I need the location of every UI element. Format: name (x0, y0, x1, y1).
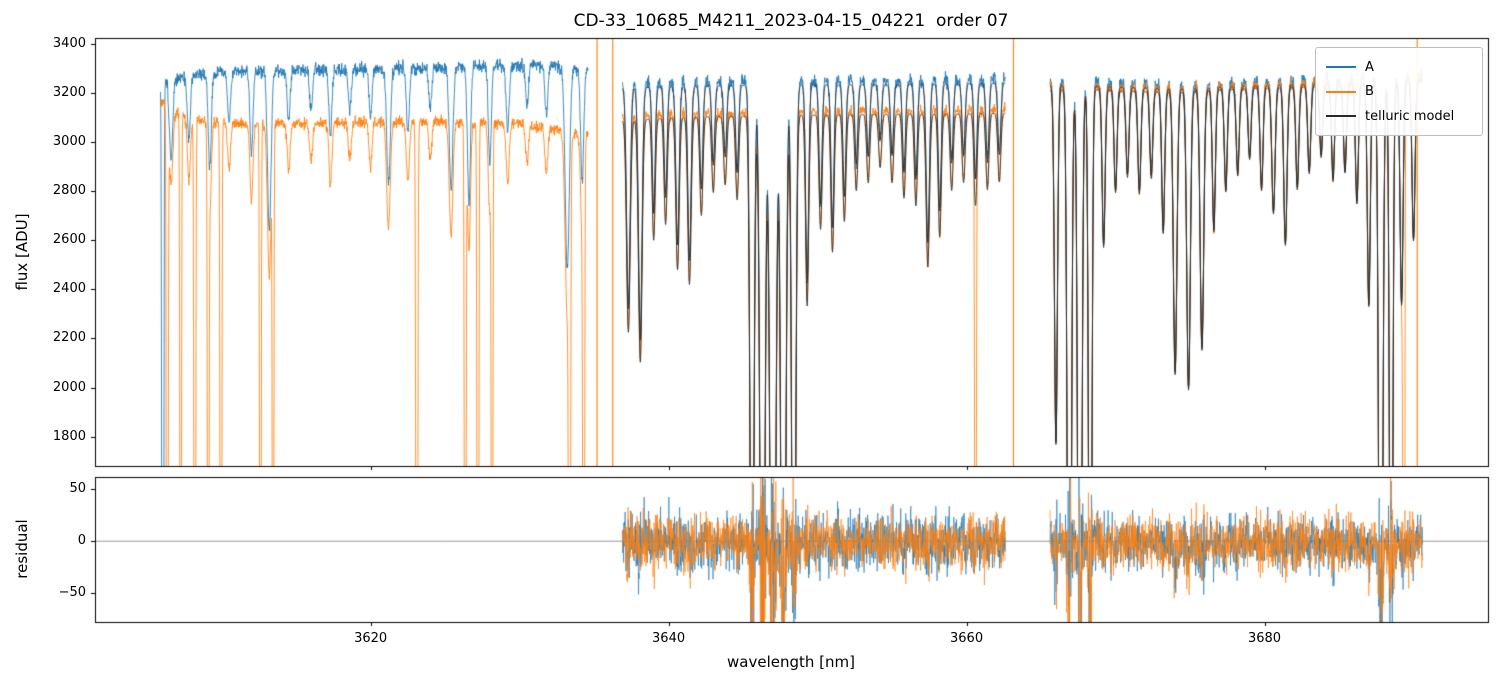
flux-tick-label: 3000 (52, 134, 86, 150)
x-tick-label: 3660 (950, 631, 984, 646)
legend-label-a: A (1365, 59, 1374, 75)
flux-tick-label: 2200 (52, 330, 86, 346)
flux-axis-label: flux [ADU] (13, 213, 31, 291)
flux-tick-label: 2600 (52, 232, 86, 248)
plot-title: CD-33_10685_M4211_2023-04-15_04221 order… (573, 11, 1009, 31)
residual-tick-label: 50 (69, 481, 86, 497)
legend-entry-a: A (1326, 60, 1472, 75)
legend-line-telluric-icon (1326, 115, 1356, 117)
legend-label-b: B (1365, 84, 1374, 99)
legend-line-a-icon (1326, 66, 1356, 68)
legend: A B telluric model (1315, 47, 1483, 136)
flux-tick-label: 2000 (52, 379, 86, 395)
x-tick-label: 3620 (354, 631, 388, 646)
residual-tick-label: 0 (77, 533, 86, 549)
legend-entry-b: B (1326, 84, 1472, 99)
residual-tick-label: −50 (58, 585, 86, 600)
wavelength-axis-label: wavelength [nm] (727, 653, 855, 671)
x-tick-label: 3680 (1247, 631, 1282, 646)
flux-tick-label: 1800 (52, 428, 86, 444)
legend-entry-telluric: telluric model (1326, 109, 1472, 124)
legend-line-b-icon (1326, 90, 1356, 93)
flux-tick-label: 3400 (52, 36, 86, 52)
flux-tick-label: 2400 (52, 281, 86, 297)
x-tick-label: 3640 (652, 631, 686, 646)
legend-label-telluric: telluric model (1365, 108, 1455, 124)
flux-tick-label: 2800 (52, 183, 86, 199)
flux-tick-label: 3200 (52, 85, 86, 101)
